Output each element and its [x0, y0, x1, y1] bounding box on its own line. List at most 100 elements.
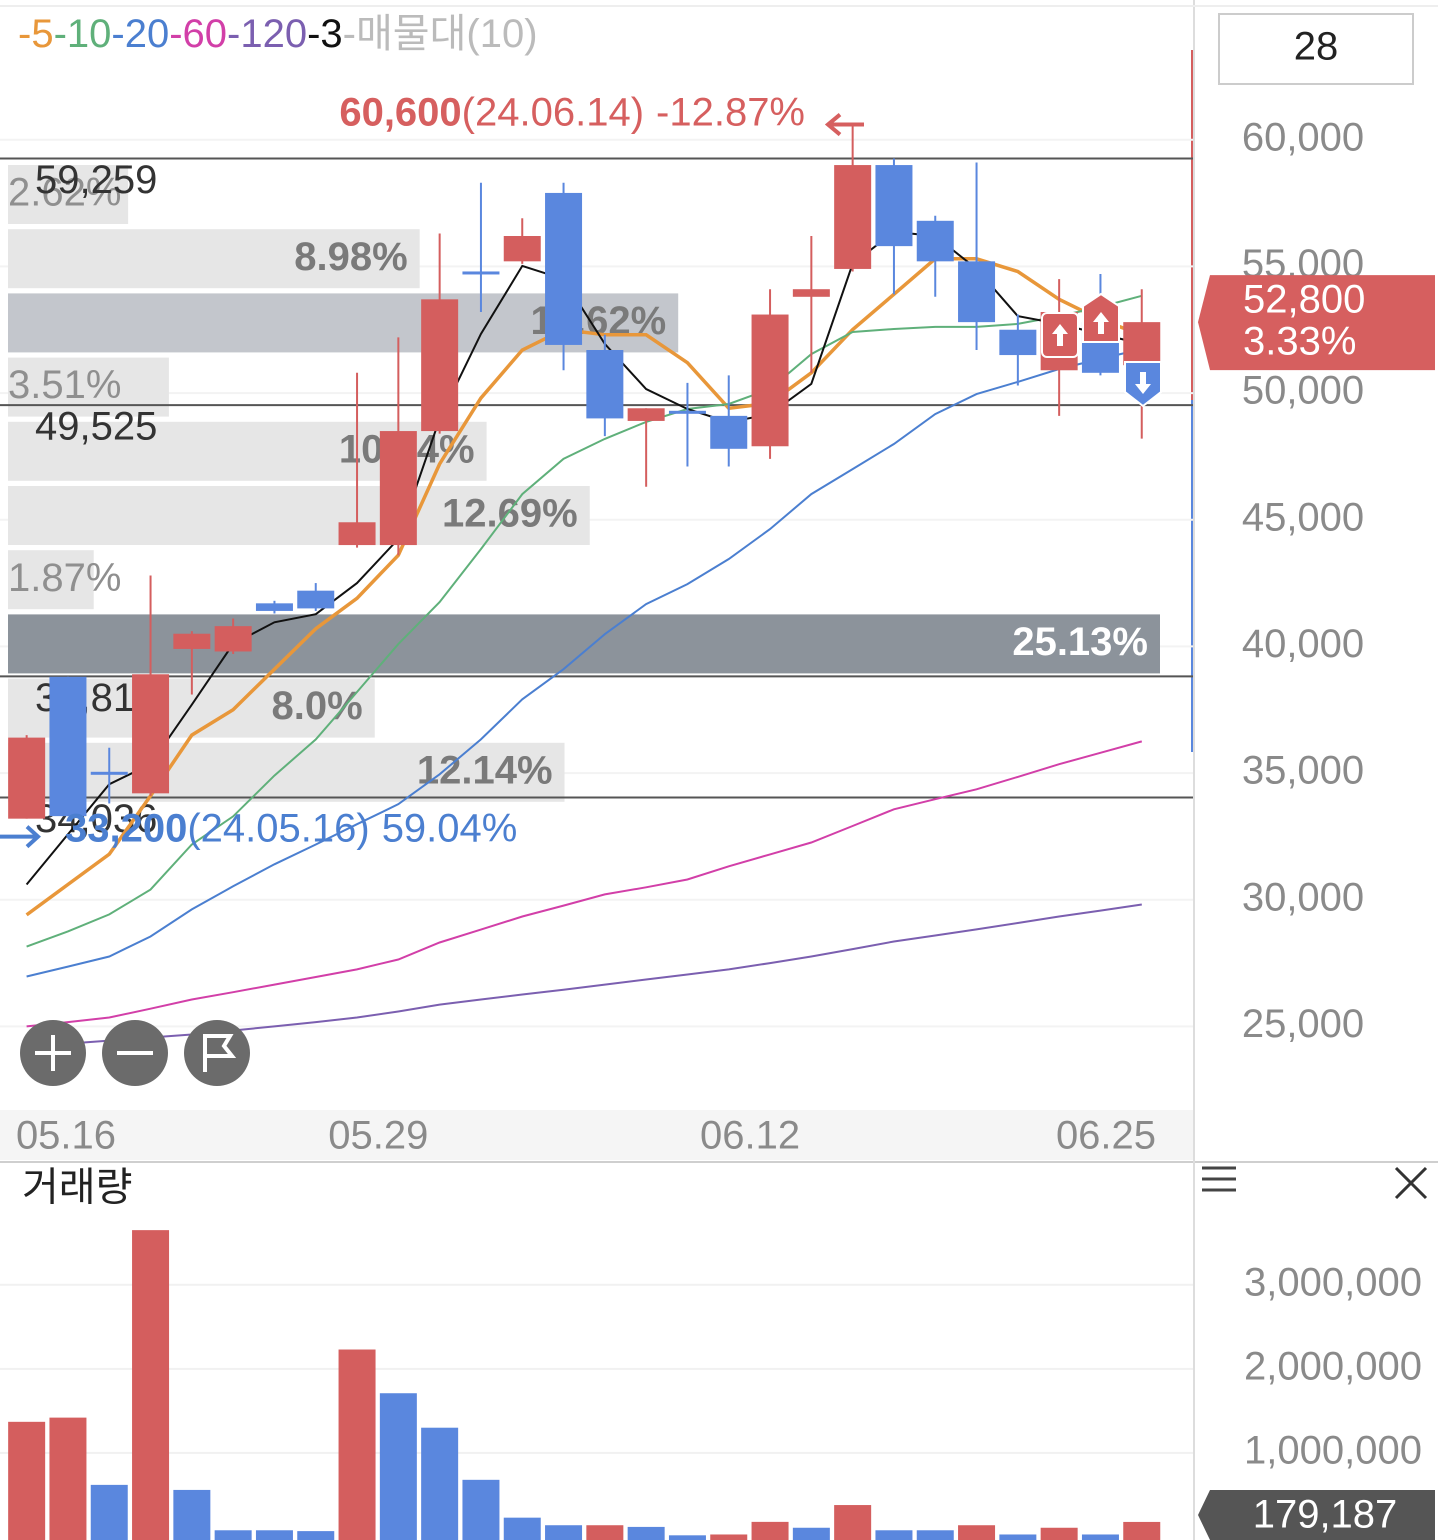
volume-profile-bar	[8, 486, 590, 545]
candle-body	[586, 350, 624, 419]
volume-profile-bar	[8, 357, 169, 417]
candle-body	[379, 431, 417, 546]
candle-body	[875, 165, 913, 247]
menu-icon[interactable]	[1202, 1166, 1236, 1192]
volume-bar	[1040, 1527, 1078, 1540]
volume-tick-label: 2,000,000	[1244, 1344, 1422, 1388]
current-price-tag	[1198, 275, 1435, 371]
volume-bar	[1123, 1521, 1161, 1540]
candle-body	[792, 289, 830, 297]
moving-average-line	[26, 348, 1143, 978]
flag-button[interactable]	[184, 1020, 250, 1086]
volume-bar	[49, 1417, 87, 1540]
volume-bar	[627, 1526, 665, 1540]
volume-profile-label: 12.14%	[417, 748, 553, 792]
y-tick-label: 45,000	[1242, 495, 1364, 539]
y-tick-label: 35,000	[1242, 749, 1364, 793]
volume-bar	[545, 1525, 583, 1540]
zoom-controls	[20, 1020, 250, 1086]
volume-bar	[132, 1230, 170, 1540]
candle-body	[90, 771, 128, 775]
candle-body	[1123, 322, 1161, 366]
volume-bar	[1081, 1534, 1119, 1540]
volume-bar	[90, 1484, 128, 1540]
volume-profile-label: 25.13%	[1012, 620, 1148, 664]
low-price: 33,200	[65, 806, 187, 850]
up-arrow	[1093, 312, 1109, 334]
count-box[interactable]	[1218, 13, 1414, 85]
legend-entry: -60	[169, 12, 227, 56]
volume-bar	[586, 1525, 624, 1540]
candle-body	[627, 408, 665, 421]
current-change: 3.33%	[1243, 320, 1356, 364]
level-label: 49,525	[35, 405, 157, 449]
candle-body	[173, 633, 211, 649]
y-tick-label: 50,000	[1242, 369, 1364, 413]
candle-body	[49, 676, 87, 817]
low-change: 59.04%	[382, 806, 518, 850]
volume-last: 179,187	[1253, 1493, 1398, 1537]
volume-bar	[421, 1427, 459, 1540]
volume-tick-label: 1,000,000	[1244, 1428, 1422, 1472]
high-date: (24.06.14)	[462, 90, 644, 134]
legend: -5-10-20-60-120-3-매물대(10)	[18, 12, 538, 56]
legend-entry: -매물대(10)	[343, 12, 538, 56]
volume-profile-label: 12.69%	[442, 492, 578, 536]
x-axis-band	[0, 1110, 1193, 1160]
volume-profile-bar	[8, 165, 129, 224]
volume-bar	[379, 1393, 417, 1540]
low-date: (24.05.16)	[187, 806, 369, 850]
x-tick-label: 05.16	[16, 1114, 116, 1158]
volume-bar	[173, 1489, 211, 1540]
volume-bar	[875, 1530, 913, 1540]
candle-body	[834, 165, 872, 269]
volume-profile-bar	[8, 550, 94, 610]
current-price: 52,800	[1243, 278, 1365, 322]
close-icon[interactable]	[1394, 1166, 1428, 1200]
volume-bar	[338, 1349, 376, 1540]
up-arrow	[1052, 324, 1068, 346]
volume-bar	[255, 1530, 293, 1540]
volume-bar	[297, 1531, 335, 1540]
candle-body	[338, 522, 376, 546]
level-label: 59,259	[35, 158, 157, 202]
down-arrow	[1135, 372, 1151, 394]
legend-entry: -120	[227, 12, 307, 56]
plus-icon	[35, 1035, 71, 1071]
candle-body	[999, 329, 1037, 356]
volume-bar	[710, 1534, 748, 1540]
candle-body	[8, 737, 46, 819]
volume-profile-label: 1.87%	[8, 556, 121, 600]
candle-body	[710, 415, 748, 449]
high-arrow	[824, 112, 864, 137]
volume-profile-bar	[8, 229, 420, 289]
moving-average-line	[26, 294, 1143, 948]
candle-body	[503, 236, 541, 262]
moving-average-line	[26, 740, 1143, 1028]
candle-body	[421, 299, 459, 432]
candle-body	[751, 314, 789, 447]
plot: 2.62%8.98%14.62%3.51%10.44%12.69%1.87%25…	[0, 90, 1193, 1540]
volume-tag	[1198, 1490, 1435, 1540]
candle-body	[545, 192, 583, 345]
candle-body	[132, 674, 170, 794]
high-marker: 60,600(24.06.14) -12.87%	[339, 90, 805, 134]
candle-body	[916, 220, 954, 262]
y-tick-label: 40,000	[1242, 622, 1364, 666]
volume-bar	[8, 1421, 46, 1540]
count: 28	[1294, 25, 1339, 69]
volume-bar	[462, 1479, 500, 1540]
legend-entry: -3	[307, 12, 343, 56]
x-tick-label: 06.12	[700, 1114, 800, 1158]
candle-body	[668, 410, 706, 414]
moving-average-line	[25, 257, 1143, 917]
x-tick-label: 05.29	[328, 1114, 428, 1158]
volume-bar	[834, 1505, 872, 1540]
volume-profile-label: 3.51%	[8, 363, 121, 407]
x-tick-label: 06.25	[1056, 1114, 1156, 1158]
y-tick-label: 60,000	[1242, 115, 1364, 159]
volume-bar	[214, 1530, 252, 1540]
high-change: -12.87%	[656, 90, 805, 134]
